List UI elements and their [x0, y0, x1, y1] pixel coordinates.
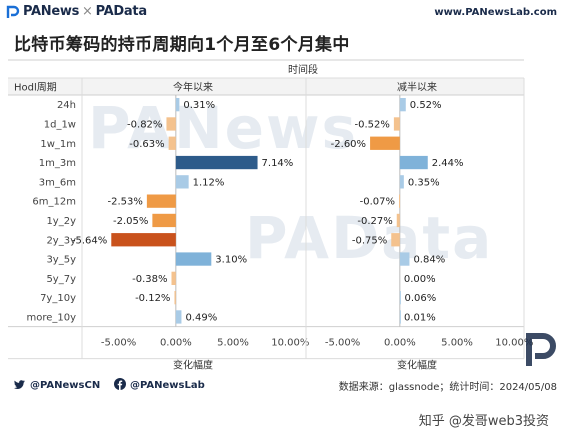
data-label: 3.10% [215, 255, 247, 266]
data-label: 0.52% [410, 100, 442, 111]
bar [168, 136, 176, 150]
hodl-period-header: Hodl周期 [14, 82, 57, 94]
bar [171, 271, 176, 285]
data-label: 1.12% [193, 177, 225, 188]
x-tick-label: 5.00% [441, 338, 473, 349]
row-label: 2y_3y [46, 235, 76, 246]
data-label: -0.38% [132, 274, 167, 285]
bar [399, 291, 401, 305]
credit-bar: 知乎 @发哥web3投资 [0, 400, 569, 444]
twitter-handle-label: @PANewsCN [30, 380, 101, 391]
bar [146, 194, 176, 208]
row-label: more_10y [26, 312, 76, 323]
bar [399, 252, 410, 266]
panel-title: 今年以来 [173, 81, 213, 94]
bar [399, 155, 428, 170]
data-label: -0.82% [127, 119, 162, 130]
data-label: 0.01% [404, 312, 436, 323]
data-label: -0.63% [129, 139, 164, 150]
data-label: 0.84% [413, 255, 445, 266]
row-label: 1w_1m [40, 139, 76, 150]
x-tick-label: 5.00% [217, 338, 249, 349]
brand-title: PANews × PAData [23, 4, 147, 19]
data-label: 7.14% [262, 158, 294, 169]
x-tick-label: -5.00% [325, 338, 360, 349]
zhihu-credit: 知乎 @发哥web3投资 [418, 414, 549, 429]
watermark-padata: PAData [245, 204, 493, 272]
x-tick-label: 10.00% [495, 338, 533, 349]
twitter-icon [14, 380, 25, 389]
bar [399, 175, 404, 189]
data-label: -2.60% [331, 139, 366, 150]
data-label: 0.31% [183, 100, 215, 111]
bar [152, 213, 176, 228]
data-label: -5.64% [72, 235, 107, 246]
facebook-handle-label: @PANewsLab [130, 380, 205, 391]
panews-logo-icon [6, 5, 20, 18]
bar [111, 233, 176, 247]
bar [399, 194, 401, 208]
site-url[interactable]: www.PANewsLab.com [434, 7, 557, 18]
bar [399, 98, 406, 112]
bar [175, 98, 180, 112]
header-bar: PANews × PAData www.PANewsLab.com [0, 0, 569, 26]
row-label: 5y_7y [46, 274, 76, 285]
bar [175, 310, 182, 324]
header-row-background [8, 78, 524, 95]
x-axis-title: 变化幅度 [397, 359, 437, 370]
data-label: -0.52% [354, 119, 389, 130]
row-label: 1y_2y [46, 216, 76, 227]
data-label: 0.00% [404, 274, 436, 285]
twitter-handle[interactable]: @PANewsCN [14, 378, 100, 391]
brand-separator: × [82, 4, 93, 19]
bar [175, 155, 258, 170]
bar [370, 136, 400, 150]
panel-title: 减半以来 [397, 81, 437, 94]
facebook-icon [114, 378, 126, 390]
panews-corner-logo-icon [526, 333, 556, 366]
data-label: 0.35% [408, 177, 440, 188]
data-label: -0.75% [352, 235, 387, 246]
data-label: -2.05% [113, 216, 148, 227]
row-label: 3y_5y [46, 255, 76, 266]
x-axis-title: 变化幅度 [173, 359, 213, 370]
bar [166, 117, 176, 131]
x-tick-label: 10.00% [271, 338, 309, 349]
footer: @PANewsCN @PANewsLab 数据来源：glassnode；统计时间… [0, 370, 569, 400]
x-tick-label: 0.00% [384, 338, 416, 349]
time-period-header: 时间段 [288, 63, 318, 76]
brand-panews: PANews [23, 4, 80, 19]
row-label: 6m_12m [32, 197, 76, 208]
data-label: 0.49% [185, 312, 217, 323]
data-label: -2.53% [107, 197, 142, 208]
x-tick-label: -5.00% [101, 338, 136, 349]
row-label: 7y_10y [40, 293, 76, 304]
data-label: 0.06% [405, 293, 437, 304]
bar [175, 252, 212, 266]
brand-padata: PAData [95, 4, 147, 19]
bar [174, 291, 176, 305]
row-label: 24h [57, 100, 76, 111]
data-label: -0.27% [357, 216, 392, 227]
bar [393, 117, 400, 131]
bar [175, 175, 189, 189]
bar [399, 310, 401, 324]
facebook-handle[interactable]: @PANewsLab [114, 378, 205, 391]
watermark-panews: PANews [88, 94, 358, 162]
bar [396, 213, 400, 228]
data-label: -0.07% [360, 197, 395, 208]
row-label: 1d_1w [44, 119, 76, 130]
row-label: 1m_3m [39, 158, 76, 169]
bar [391, 233, 400, 247]
row-label: 3m_6m [39, 177, 76, 188]
x-tick-label: 0.00% [160, 338, 192, 349]
page-title: 比特币筹码的持币周期向1个月至6个月集中 [14, 35, 350, 55]
data-label: -0.12% [135, 293, 170, 304]
data-label: 2.44% [432, 158, 464, 169]
data-source-note: 数据来源：glassnode；统计时间：2024/05/08 [338, 382, 557, 393]
